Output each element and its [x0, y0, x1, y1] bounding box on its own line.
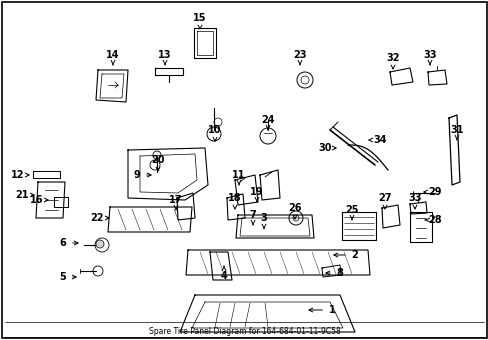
- Text: 7: 7: [249, 210, 256, 220]
- Text: 15: 15: [193, 13, 206, 23]
- Text: 13: 13: [158, 50, 171, 60]
- Text: 34: 34: [372, 135, 386, 145]
- Text: 32: 32: [386, 53, 399, 63]
- Text: 12: 12: [11, 170, 25, 180]
- Text: 11: 11: [232, 170, 245, 180]
- Text: 33: 33: [423, 50, 436, 60]
- Text: 2: 2: [351, 250, 358, 260]
- Text: 25: 25: [345, 205, 358, 215]
- Text: 28: 28: [427, 215, 441, 225]
- Text: 26: 26: [287, 203, 301, 213]
- Text: 24: 24: [261, 115, 274, 125]
- Text: 5: 5: [60, 272, 66, 282]
- Text: 18: 18: [228, 193, 242, 203]
- Text: 33: 33: [407, 193, 421, 203]
- Text: 6: 6: [60, 238, 66, 248]
- Text: 10: 10: [208, 125, 221, 135]
- Text: 29: 29: [427, 187, 441, 197]
- Text: 8: 8: [336, 268, 343, 278]
- Text: 23: 23: [293, 50, 306, 60]
- Text: 4: 4: [220, 271, 227, 281]
- Text: 27: 27: [378, 193, 391, 203]
- Text: 19: 19: [250, 187, 263, 197]
- Circle shape: [96, 240, 104, 248]
- Text: 9: 9: [133, 170, 140, 180]
- Text: 14: 14: [106, 50, 120, 60]
- Text: Spare Tire Panel Diagram for 164-684-01-11-9C58: Spare Tire Panel Diagram for 164-684-01-…: [148, 327, 340, 337]
- Text: 1: 1: [328, 305, 335, 315]
- Text: 21: 21: [15, 190, 29, 200]
- Text: 3: 3: [260, 213, 267, 223]
- Text: 31: 31: [449, 125, 463, 135]
- Text: 16: 16: [30, 195, 43, 205]
- Text: 20: 20: [151, 155, 164, 165]
- Text: 17: 17: [169, 195, 183, 205]
- Text: 22: 22: [90, 213, 103, 223]
- Text: 30: 30: [318, 143, 331, 153]
